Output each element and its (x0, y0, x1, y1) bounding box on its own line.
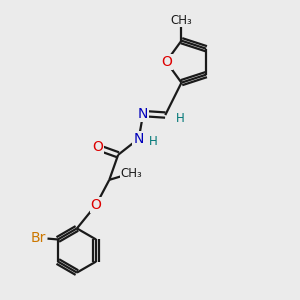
Text: N: N (138, 106, 148, 121)
Text: O: O (92, 140, 103, 154)
Text: CH₃: CH₃ (171, 14, 192, 27)
Text: CH₃: CH₃ (121, 167, 142, 180)
Text: O: O (161, 55, 172, 69)
Text: O: O (91, 198, 101, 212)
Text: N: N (134, 132, 144, 145)
Text: H: H (149, 135, 158, 148)
Text: Br: Br (31, 231, 46, 245)
Text: H: H (176, 112, 184, 124)
